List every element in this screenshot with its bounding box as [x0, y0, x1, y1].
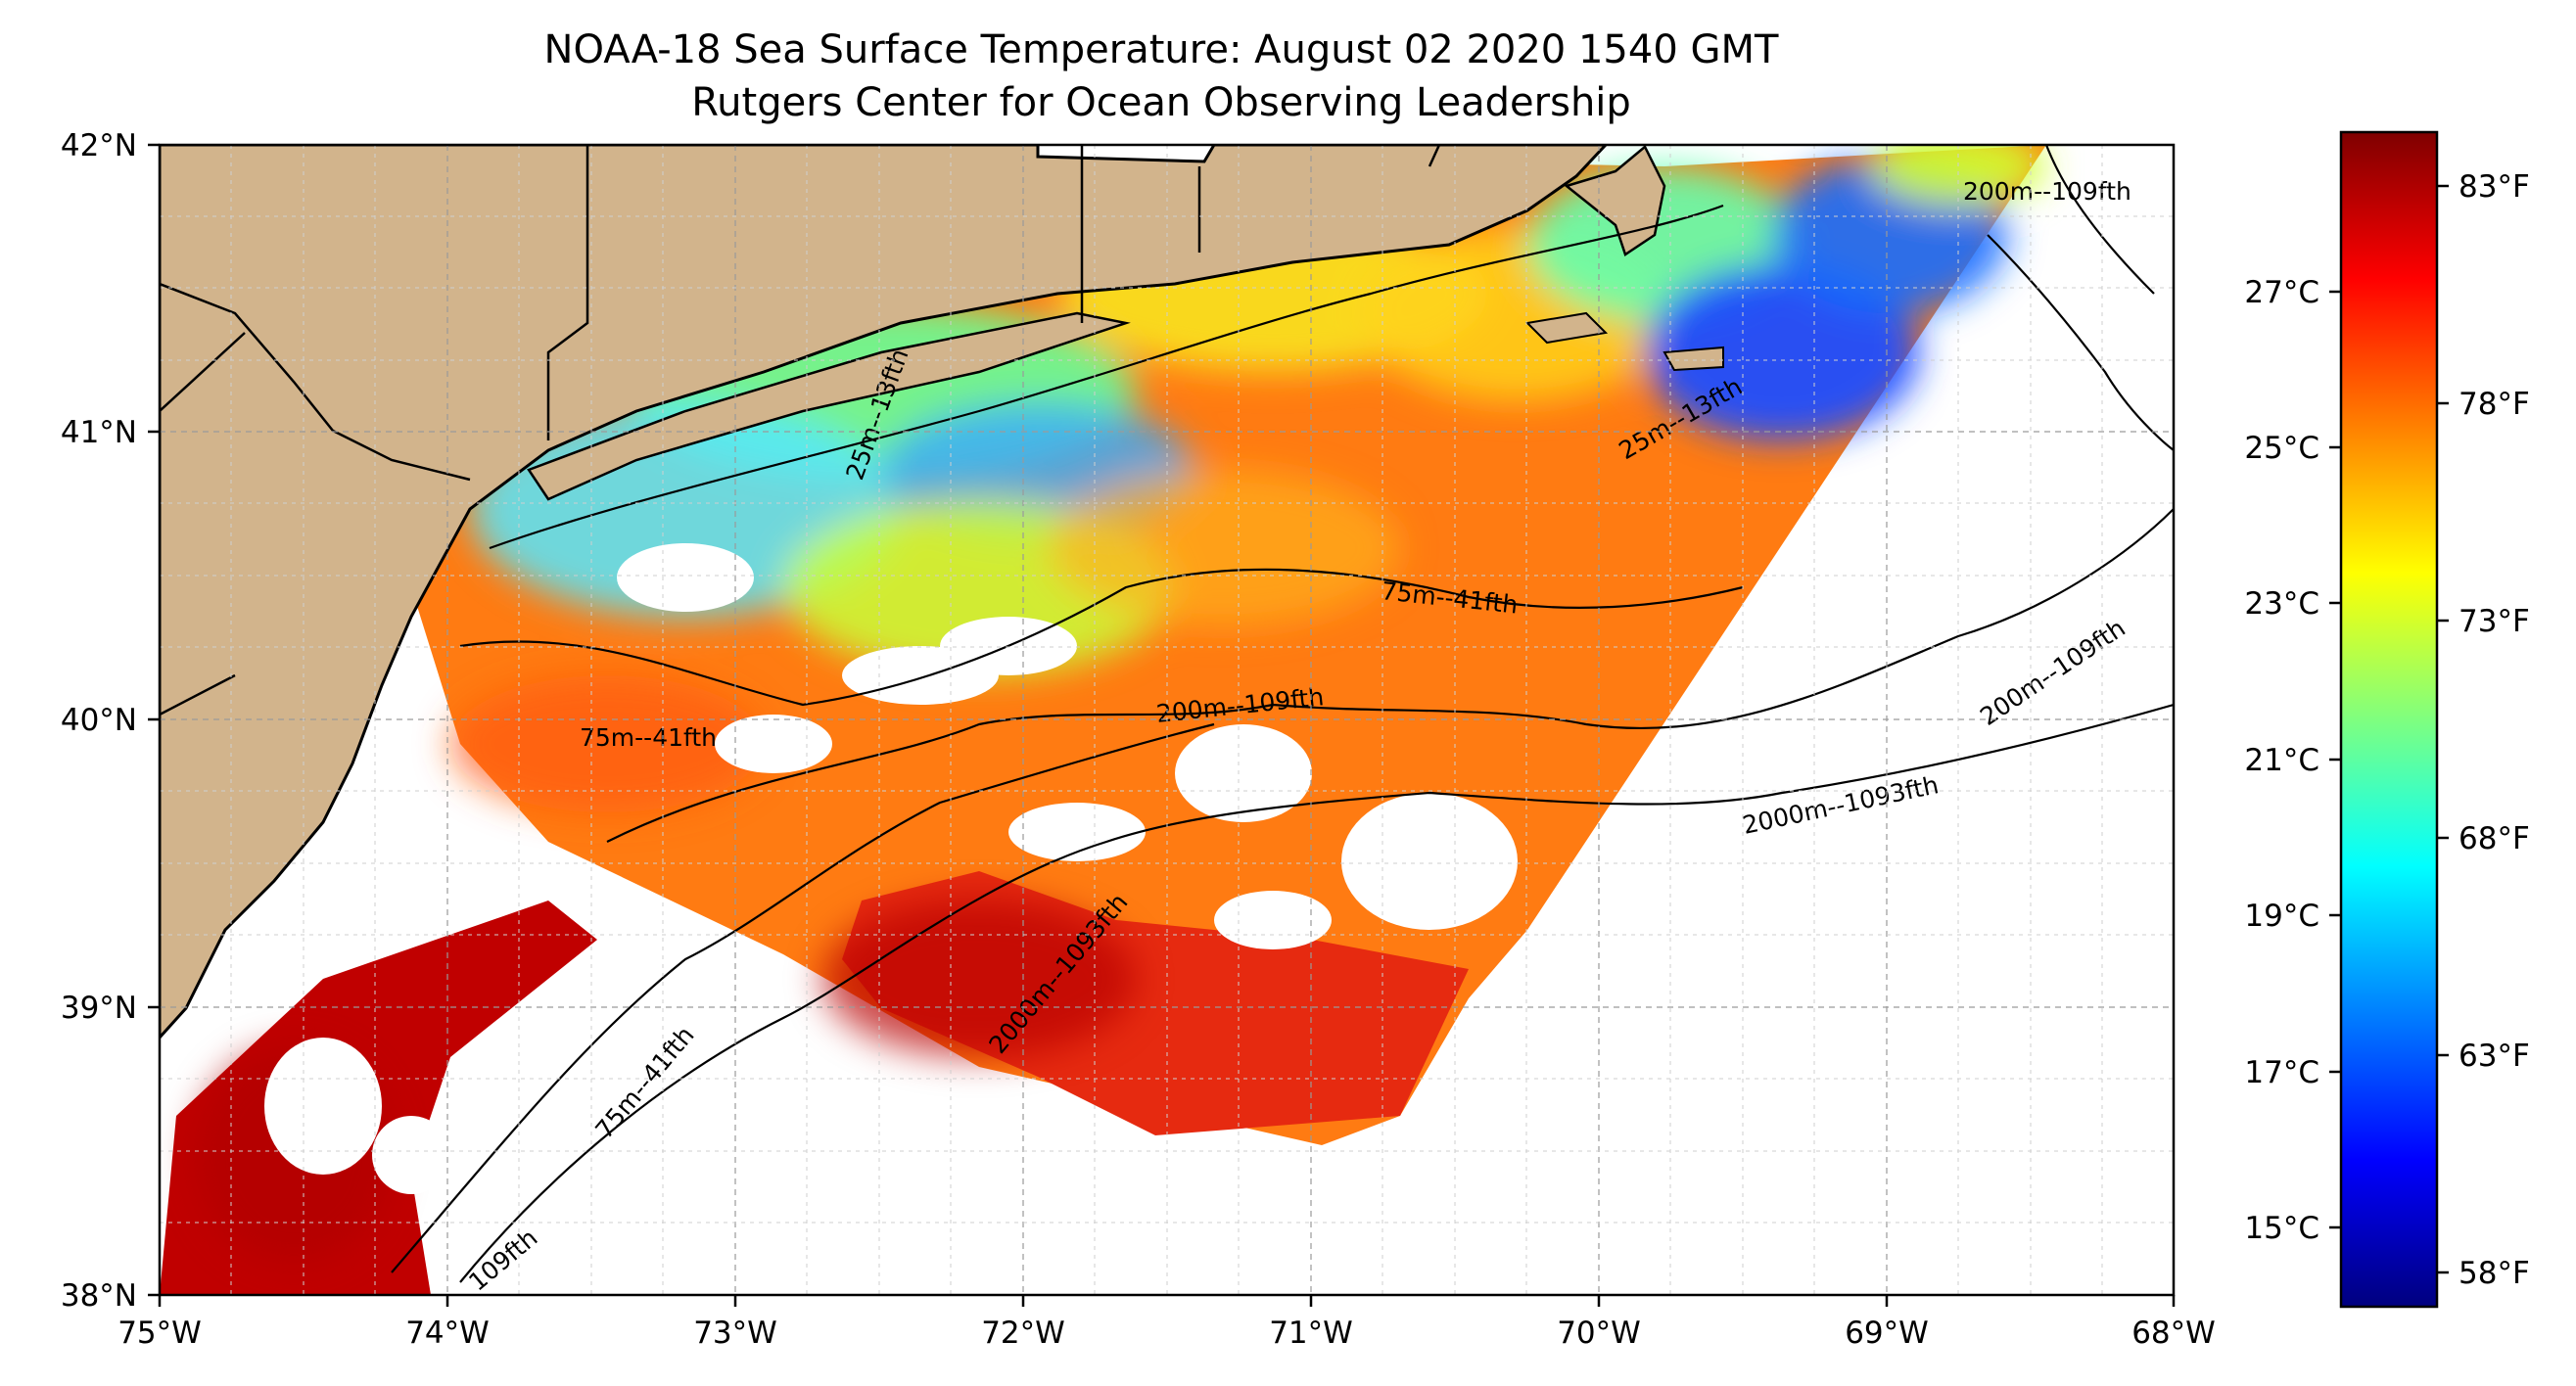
cbar-label-21c: 21°C: [2244, 743, 2319, 778]
cbar-label-58f: 58°F: [2459, 1256, 2530, 1291]
map-panel: 200m--109fth 75m--41fth 75m--41fth 200m-…: [61, 128, 2216, 1351]
lon-label-72w: 72°W: [981, 1316, 1065, 1351]
cbar-label-73f: 73°F: [2459, 604, 2530, 639]
land-mainland: [160, 145, 1609, 1040]
cbar-label-63f: 63°F: [2459, 1039, 2530, 1074]
chart-subtitle: Rutgers Center for Ocean Observing Leade…: [691, 80, 1631, 125]
state-border-ma: [1428, 145, 1441, 167]
lat-label-40n: 40°N: [61, 703, 137, 738]
axis-ticks: [148, 143, 2176, 1307]
lat-label-39n: 39°N: [61, 991, 137, 1026]
isobath-200m: [606, 508, 2174, 843]
lon-label-69w: 69°W: [1845, 1316, 1929, 1351]
isobath-75m: [459, 568, 1744, 707]
colorbar-gradient: [2339, 130, 2439, 1309]
state-border-ny-nj: [160, 282, 471, 482]
cbar-label-27c: 27°C: [2244, 275, 2319, 310]
lon-label-71w: 71°W: [1269, 1316, 1353, 1351]
land-mask: [160, 145, 1724, 1040]
longitude-labels: 75°W 74°W 73°W 72°W 71°W 70°W 69°W 68°W: [117, 1316, 2216, 1351]
land-cape-cod: [1564, 145, 1666, 256]
lat-label-42n: 42°N: [61, 128, 137, 163]
chart-title: NOAA-18 Sea Surface Temperature: August …: [544, 27, 1779, 72]
isobath-75m-south: [391, 722, 1215, 1273]
cbar-label-15c: 15°C: [2244, 1211, 2319, 1246]
colorbar-fahrenheit-labels: 83°F 78°F 73°F 68°F 63°F 58°F: [2459, 169, 2530, 1291]
cbar-label-78f: 78°F: [2459, 387, 2530, 422]
cbar-label-17c: 17°C: [2244, 1055, 2319, 1090]
colorbar-celsius-labels: 27°C 25°C 23°C 21°C 19°C 17°C 15°C: [2244, 275, 2319, 1246]
lon-label-73w: 73°W: [693, 1316, 777, 1351]
state-border-ny-ct: [546, 145, 589, 440]
lat-label-38n: 38°N: [61, 1278, 137, 1314]
isobath-label-75m-west: 75m--41fth: [580, 723, 717, 752]
isobath-2000m-east: [2044, 145, 2155, 295]
isobath-2000m: [459, 703, 2174, 1283]
lon-label-75w: 75°W: [117, 1316, 202, 1351]
cbar-label-19c: 19°C: [2244, 899, 2319, 934]
state-border-pa: [160, 332, 246, 412]
cbar-label-23c: 23°C: [2244, 586, 2319, 622]
lon-label-68w: 68°W: [2131, 1316, 2216, 1351]
isobath-label-200m-ne: 200m--109fth: [1963, 177, 2131, 206]
colorbar: 27°C 25°C 23°C 21°C 19°C 17°C 15°C 83°F …: [2244, 130, 2530, 1309]
cbar-label-25c: 25°C: [2244, 431, 2319, 466]
land-long-island: [527, 311, 1131, 501]
lat-label-41n: 41°N: [61, 415, 137, 450]
lon-label-74w: 74°W: [405, 1316, 490, 1351]
latitude-labels: 42°N 41°N 40°N 39°N 38°N: [61, 128, 137, 1314]
lon-label-70w: 70°W: [1557, 1316, 1641, 1351]
land-nantucket: [1663, 346, 1724, 372]
minor-gridlines: [160, 145, 2174, 1295]
isobath-25m: [489, 204, 1724, 550]
cbar-label-83f: 83°F: [2459, 169, 2530, 205]
land-marthas-vineyard: [1524, 311, 1609, 345]
cbar-label-68f: 68°F: [2459, 821, 2530, 856]
state-border-de: [160, 673, 236, 716]
colorbar-ticks: [2329, 184, 2449, 1274]
